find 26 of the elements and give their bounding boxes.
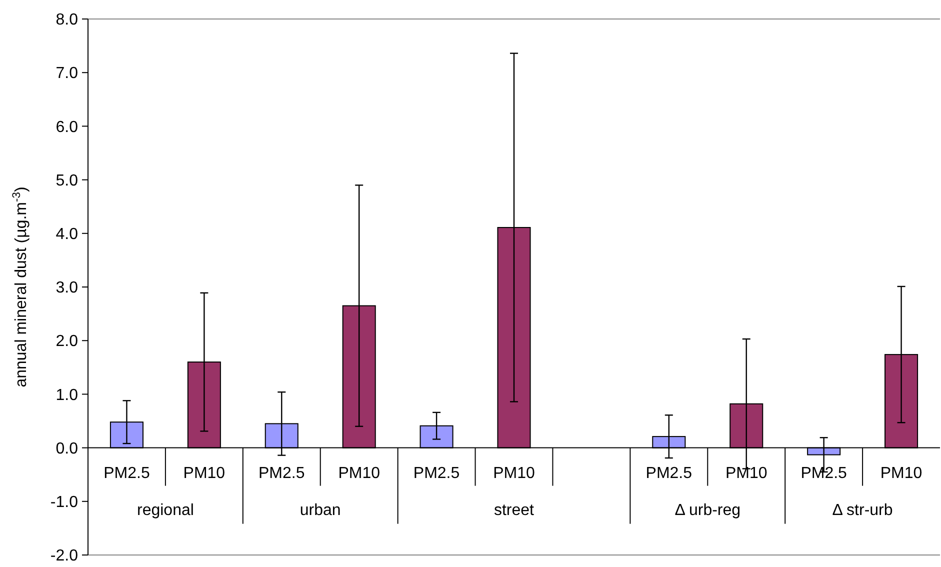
annotation: Δ str-urb bbox=[832, 502, 893, 519]
x-tick-label: PM2.5 bbox=[413, 464, 460, 482]
x-tick-label: PM2.5 bbox=[104, 464, 150, 482]
y-tick-label: -1.0 bbox=[50, 494, 78, 511]
y-tick-label: 5.0 bbox=[56, 172, 78, 190]
x-tick-label: PM10 bbox=[725, 464, 768, 482]
y-tick-label: 8.0 bbox=[56, 12, 78, 29]
x-tick-label: PM2.5 bbox=[258, 464, 305, 482]
x-tick-label: PM10 bbox=[493, 464, 535, 482]
annotation: regional bbox=[136, 502, 194, 519]
x-tick-label: PM10 bbox=[338, 464, 380, 482]
y-tick-label: 2.0 bbox=[56, 333, 78, 350]
y-tick-label: 3.0 bbox=[56, 280, 78, 297]
y-tick-label: 6.0 bbox=[56, 118, 78, 136]
y-tick-label: 7.0 bbox=[56, 65, 78, 82]
x-tick-label: PM2.5 bbox=[800, 464, 848, 482]
y-tick-label: 1.0 bbox=[56, 386, 78, 404]
x-tick-label: PM10 bbox=[880, 464, 922, 482]
annotation: Δ urb-reg bbox=[674, 502, 741, 519]
x-tick-label: PM2.5 bbox=[646, 464, 692, 482]
annotation: urban bbox=[300, 502, 341, 519]
y-tick-label: -2.0 bbox=[50, 548, 78, 565]
x-tick-label: PM10 bbox=[183, 464, 226, 482]
y-tick-label: 0.0 bbox=[56, 440, 78, 458]
annotation: street bbox=[494, 502, 535, 519]
y-tick-label: 4.0 bbox=[56, 226, 78, 243]
